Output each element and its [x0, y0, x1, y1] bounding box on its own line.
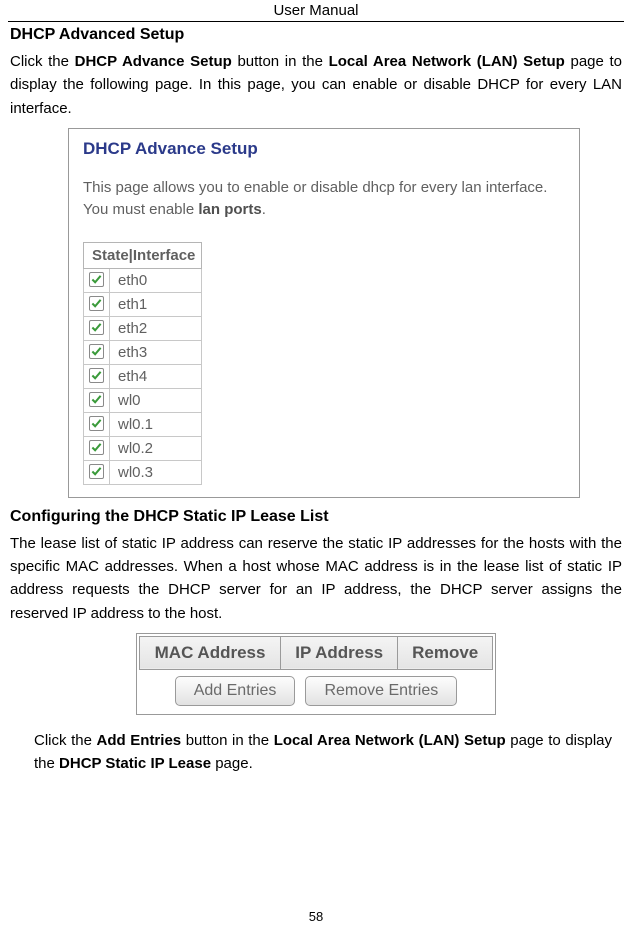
interface-name: eth1 [110, 292, 202, 316]
text-fragment: button in the [181, 732, 274, 749]
interface-name: wl0.3 [110, 460, 202, 484]
section-heading-dhcp-advanced: DHCP Advanced Setup [10, 26, 622, 44]
section3-paragraph: Click the Add Entries button in the Loca… [10, 729, 622, 776]
interface-row: eth0 [84, 268, 202, 292]
interface-name: eth2 [110, 316, 202, 340]
interface-name: eth3 [110, 340, 202, 364]
text-fragment: Click the [34, 732, 97, 749]
interface-row: wl0.2 [84, 436, 202, 460]
interface-checkbox[interactable] [89, 272, 104, 287]
content-area: DHCP Advanced Setup Click the DHCP Advan… [0, 22, 632, 775]
checkbox-cell [84, 316, 110, 340]
section-heading-static-ip: Configuring the DHCP Static IP Lease Lis… [10, 508, 622, 526]
checkbox-cell [84, 364, 110, 388]
interface-table: State|Interface eth0eth1eth2eth3eth4wl0w… [83, 242, 202, 485]
interface-checkbox[interactable] [89, 296, 104, 311]
checkbox-cell [84, 388, 110, 412]
bold-lan-ports: lan ports [198, 201, 261, 218]
remove-entries-button[interactable]: Remove Entries [305, 676, 457, 706]
interface-row: eth3 [84, 340, 202, 364]
interface-name: wl0.2 [110, 436, 202, 460]
interface-checkbox[interactable] [89, 368, 104, 383]
checkbox-cell [84, 436, 110, 460]
interface-row: wl0 [84, 388, 202, 412]
section1-paragraph: Click the DHCP Advance Setup button in t… [10, 50, 622, 120]
text-fragment: page. [211, 755, 253, 772]
text-fragment: . [262, 201, 266, 218]
text-fragment: This page allows you to enable or disabl… [83, 179, 547, 219]
interface-name: eth4 [110, 364, 202, 388]
interface-checkbox[interactable] [89, 440, 104, 455]
col-remove: Remove [398, 636, 493, 669]
col-ip-address: IP Address [281, 636, 398, 669]
page-header: User Manual [8, 0, 624, 22]
col-mac-address: MAC Address [140, 636, 281, 669]
text-fragment: Click the [10, 53, 75, 70]
text-fragment: button in the [232, 53, 329, 70]
interface-checkbox[interactable] [89, 464, 104, 479]
interface-checkbox[interactable] [89, 392, 104, 407]
interface-checkbox[interactable] [89, 320, 104, 335]
section2-paragraph: The lease list of static IP address can … [10, 532, 622, 625]
interface-row: wl0.1 [84, 412, 202, 436]
checkbox-cell [84, 340, 110, 364]
interface-name: wl0.1 [110, 412, 202, 436]
dhcp-advance-screenshot: DHCP Advance Setup This page allows you … [68, 128, 580, 498]
interface-name: wl0 [110, 388, 202, 412]
page-number: 58 [0, 909, 632, 924]
interface-row: eth1 [84, 292, 202, 316]
interface-row: wl0.3 [84, 460, 202, 484]
screenshot-description: This page allows you to enable or disabl… [83, 177, 565, 222]
screenshot-title: DHCP Advance Setup [83, 139, 565, 159]
interface-name: eth0 [110, 268, 202, 292]
checkbox-cell [84, 412, 110, 436]
bold-lan-setup: Local Area Network (LAN) Setup [329, 53, 565, 70]
checkbox-cell [84, 292, 110, 316]
header-title: User Manual [273, 2, 358, 19]
button-row: Add Entries Remove Entries [139, 670, 493, 712]
checkbox-cell [84, 268, 110, 292]
mac-address-table: MAC Address IP Address Remove [139, 636, 493, 670]
bold-dhcp-static-ip-lease: DHCP Static IP Lease [59, 755, 211, 772]
interface-table-header: State|Interface [84, 242, 202, 268]
checkbox-cell [84, 460, 110, 484]
bold-dhcp-advance-setup: DHCP Advance Setup [75, 53, 232, 70]
interface-checkbox[interactable] [89, 416, 104, 431]
mac-table-screenshot: MAC Address IP Address Remove Add Entrie… [136, 633, 496, 715]
add-entries-button[interactable]: Add Entries [175, 676, 296, 706]
bold-lan-setup-2: Local Area Network (LAN) Setup [274, 732, 506, 749]
interface-row: eth4 [84, 364, 202, 388]
interface-row: eth2 [84, 316, 202, 340]
bold-add-entries: Add Entries [97, 732, 182, 749]
interface-checkbox[interactable] [89, 344, 104, 359]
